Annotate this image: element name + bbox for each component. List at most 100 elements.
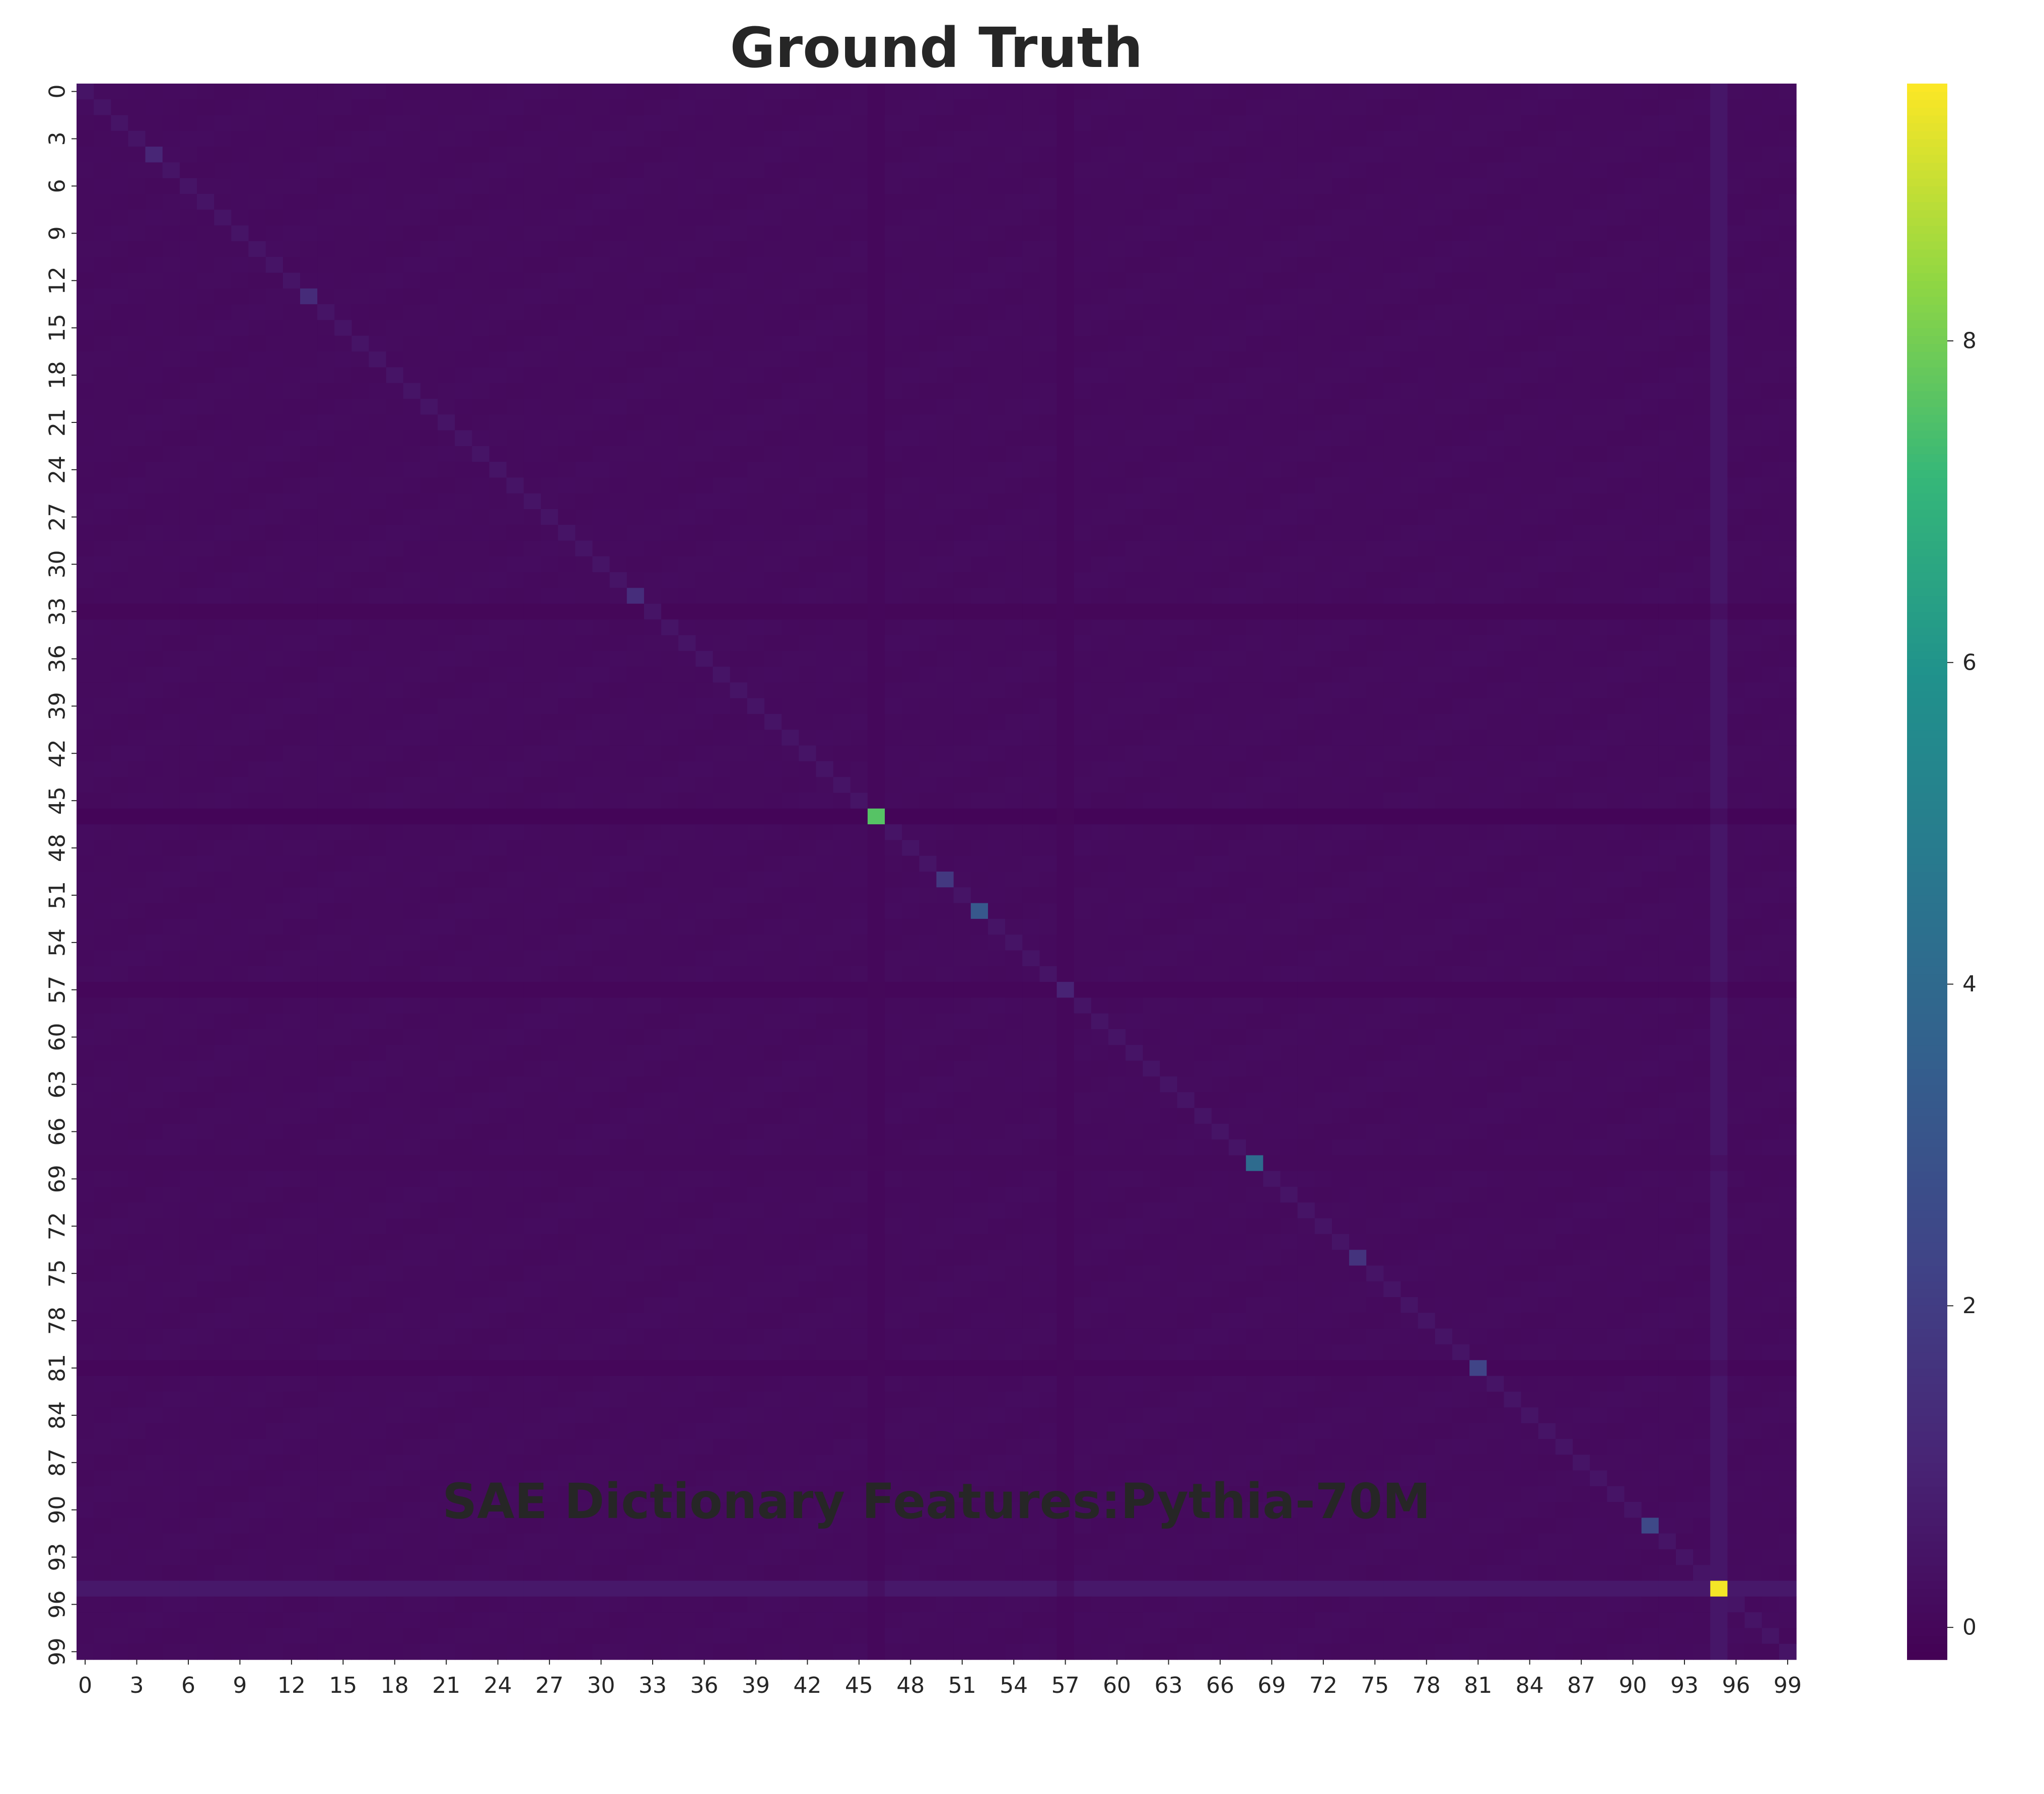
heatmap-cell <box>764 761 782 777</box>
heatmap-cell <box>1658 225 1676 242</box>
heatmap-cell <box>1366 588 1384 604</box>
heatmap-cell <box>1280 730 1298 746</box>
heatmap-cell <box>351 209 370 226</box>
heatmap-cell <box>231 99 249 116</box>
heatmap-cell <box>1022 99 1040 116</box>
heatmap-cell <box>1555 493 1573 510</box>
heatmap-cell <box>713 761 731 777</box>
heatmap-cell <box>231 367 249 384</box>
heatmap-cell <box>317 225 335 242</box>
heatmap-cell <box>128 824 146 840</box>
heatmap-cell <box>1727 367 1745 384</box>
heatmap-cell <box>1555 808 1573 825</box>
heatmap-cell <box>730 525 748 541</box>
heatmap-cell <box>1074 667 1092 683</box>
heatmap-cell <box>713 777 731 794</box>
heatmap-cell <box>77 745 94 762</box>
heatmap-cell <box>678 525 696 541</box>
heatmap-cell <box>1383 793 1401 809</box>
heatmap-cell <box>1761 399 1780 415</box>
heatmap-cell <box>1538 304 1556 321</box>
heatmap-cell <box>885 793 902 809</box>
heatmap-cell <box>1487 304 1505 321</box>
heatmap-cell <box>77 130 94 147</box>
heatmap-cell <box>782 509 799 525</box>
heatmap-cell <box>695 808 714 825</box>
heatmap-cell <box>1108 320 1126 336</box>
heatmap-cell <box>94 367 111 384</box>
heatmap-cell <box>1108 493 1126 510</box>
heatmap-cell <box>1573 115 1590 131</box>
heatmap-cell <box>867 619 885 636</box>
heatmap-cell <box>265 194 284 210</box>
heatmap-cell <box>1435 793 1453 809</box>
heatmap-cell <box>1297 714 1315 730</box>
heatmap-cell <box>575 682 593 699</box>
heatmap-cell <box>988 194 1006 210</box>
heatmap-cell <box>128 682 146 699</box>
heatmap-cell <box>1658 477 1676 494</box>
heatmap-cell <box>1624 682 1642 699</box>
heatmap-cell <box>867 651 885 667</box>
heatmap-cell <box>1383 556 1401 572</box>
heatmap-cell <box>438 272 455 289</box>
heatmap-cell <box>1573 477 1590 494</box>
heatmap-cell <box>1125 651 1143 667</box>
heatmap-cell <box>1331 682 1350 699</box>
heatmap-cell <box>1246 162 1263 179</box>
heatmap-cell <box>1056 793 1075 809</box>
heatmap-cell <box>919 651 937 667</box>
heatmap-cell <box>1039 493 1058 510</box>
heatmap-cell <box>936 667 954 683</box>
heatmap-cell <box>1555 619 1573 636</box>
heatmap-cell <box>265 540 284 557</box>
heatmap-cell <box>541 588 558 604</box>
heatmap-cell <box>970 320 989 336</box>
heatmap-cell <box>1056 383 1075 399</box>
heatmap-cell <box>179 824 197 840</box>
heatmap-cell <box>265 304 284 321</box>
heatmap-cell <box>1744 682 1763 699</box>
heatmap-cell <box>369 808 387 825</box>
heatmap-cell <box>970 462 989 478</box>
heatmap-cell <box>1744 383 1763 399</box>
heatmap-cell <box>351 99 370 116</box>
heatmap-cell <box>764 682 782 699</box>
heatmap-cell <box>1607 777 1625 794</box>
heatmap-cell <box>1211 525 1229 541</box>
heatmap-cell <box>386 178 404 194</box>
heatmap-cell <box>1607 399 1625 415</box>
heatmap-cell <box>1211 288 1229 305</box>
heatmap-cell <box>523 335 541 352</box>
heatmap-cell <box>833 477 851 494</box>
heatmap-cell <box>1521 130 1539 147</box>
heatmap-cell <box>145 84 163 100</box>
heatmap-cell <box>1074 824 1092 840</box>
heatmap-cell <box>1400 399 1419 415</box>
heatmap-cell <box>678 209 696 226</box>
heatmap-cell <box>1280 84 1298 100</box>
heatmap-cell <box>1280 493 1298 510</box>
heatmap-cell <box>1744 619 1763 636</box>
heatmap-cell <box>678 745 696 762</box>
heatmap-cell <box>1143 241 1161 257</box>
heatmap-cell <box>265 572 284 589</box>
heatmap-cell <box>334 430 352 447</box>
heatmap-cell <box>833 619 851 636</box>
heatmap-cell <box>1590 414 1607 431</box>
heatmap-cell <box>1177 430 1195 447</box>
heatmap-cell <box>523 509 541 525</box>
heatmap-cell <box>626 635 645 652</box>
heatmap-cell <box>919 130 937 147</box>
heatmap-cell <box>1194 525 1212 541</box>
heatmap-cell <box>626 651 645 667</box>
heatmap-cell <box>420 761 438 777</box>
heatmap-cell <box>1452 414 1470 431</box>
heatmap-cell <box>609 493 627 510</box>
heatmap-cell <box>1229 635 1246 652</box>
heatmap-cell <box>1521 257 1539 273</box>
heatmap-cell <box>1005 824 1023 840</box>
heatmap-cell <box>1022 777 1040 794</box>
heatmap-cell <box>764 162 782 179</box>
heatmap-cell <box>747 651 765 667</box>
